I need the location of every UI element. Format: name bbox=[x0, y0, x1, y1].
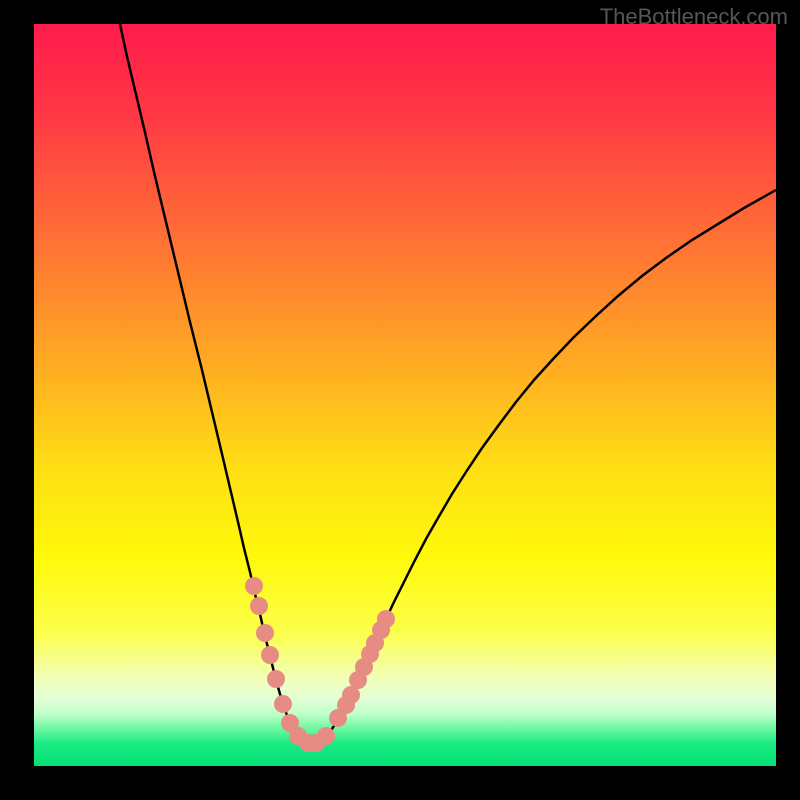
data-marker bbox=[261, 646, 279, 664]
data-marker bbox=[250, 597, 268, 615]
plot-area bbox=[34, 24, 776, 766]
watermark-text: TheBottleneck.com bbox=[600, 4, 788, 30]
data-marker bbox=[256, 624, 274, 642]
data-marker bbox=[274, 695, 292, 713]
chart-container: TheBottleneck.com bbox=[0, 0, 800, 800]
plot-svg bbox=[34, 24, 776, 766]
data-marker bbox=[267, 670, 285, 688]
data-marker bbox=[245, 577, 263, 595]
data-marker bbox=[317, 727, 335, 745]
data-marker bbox=[377, 610, 395, 628]
